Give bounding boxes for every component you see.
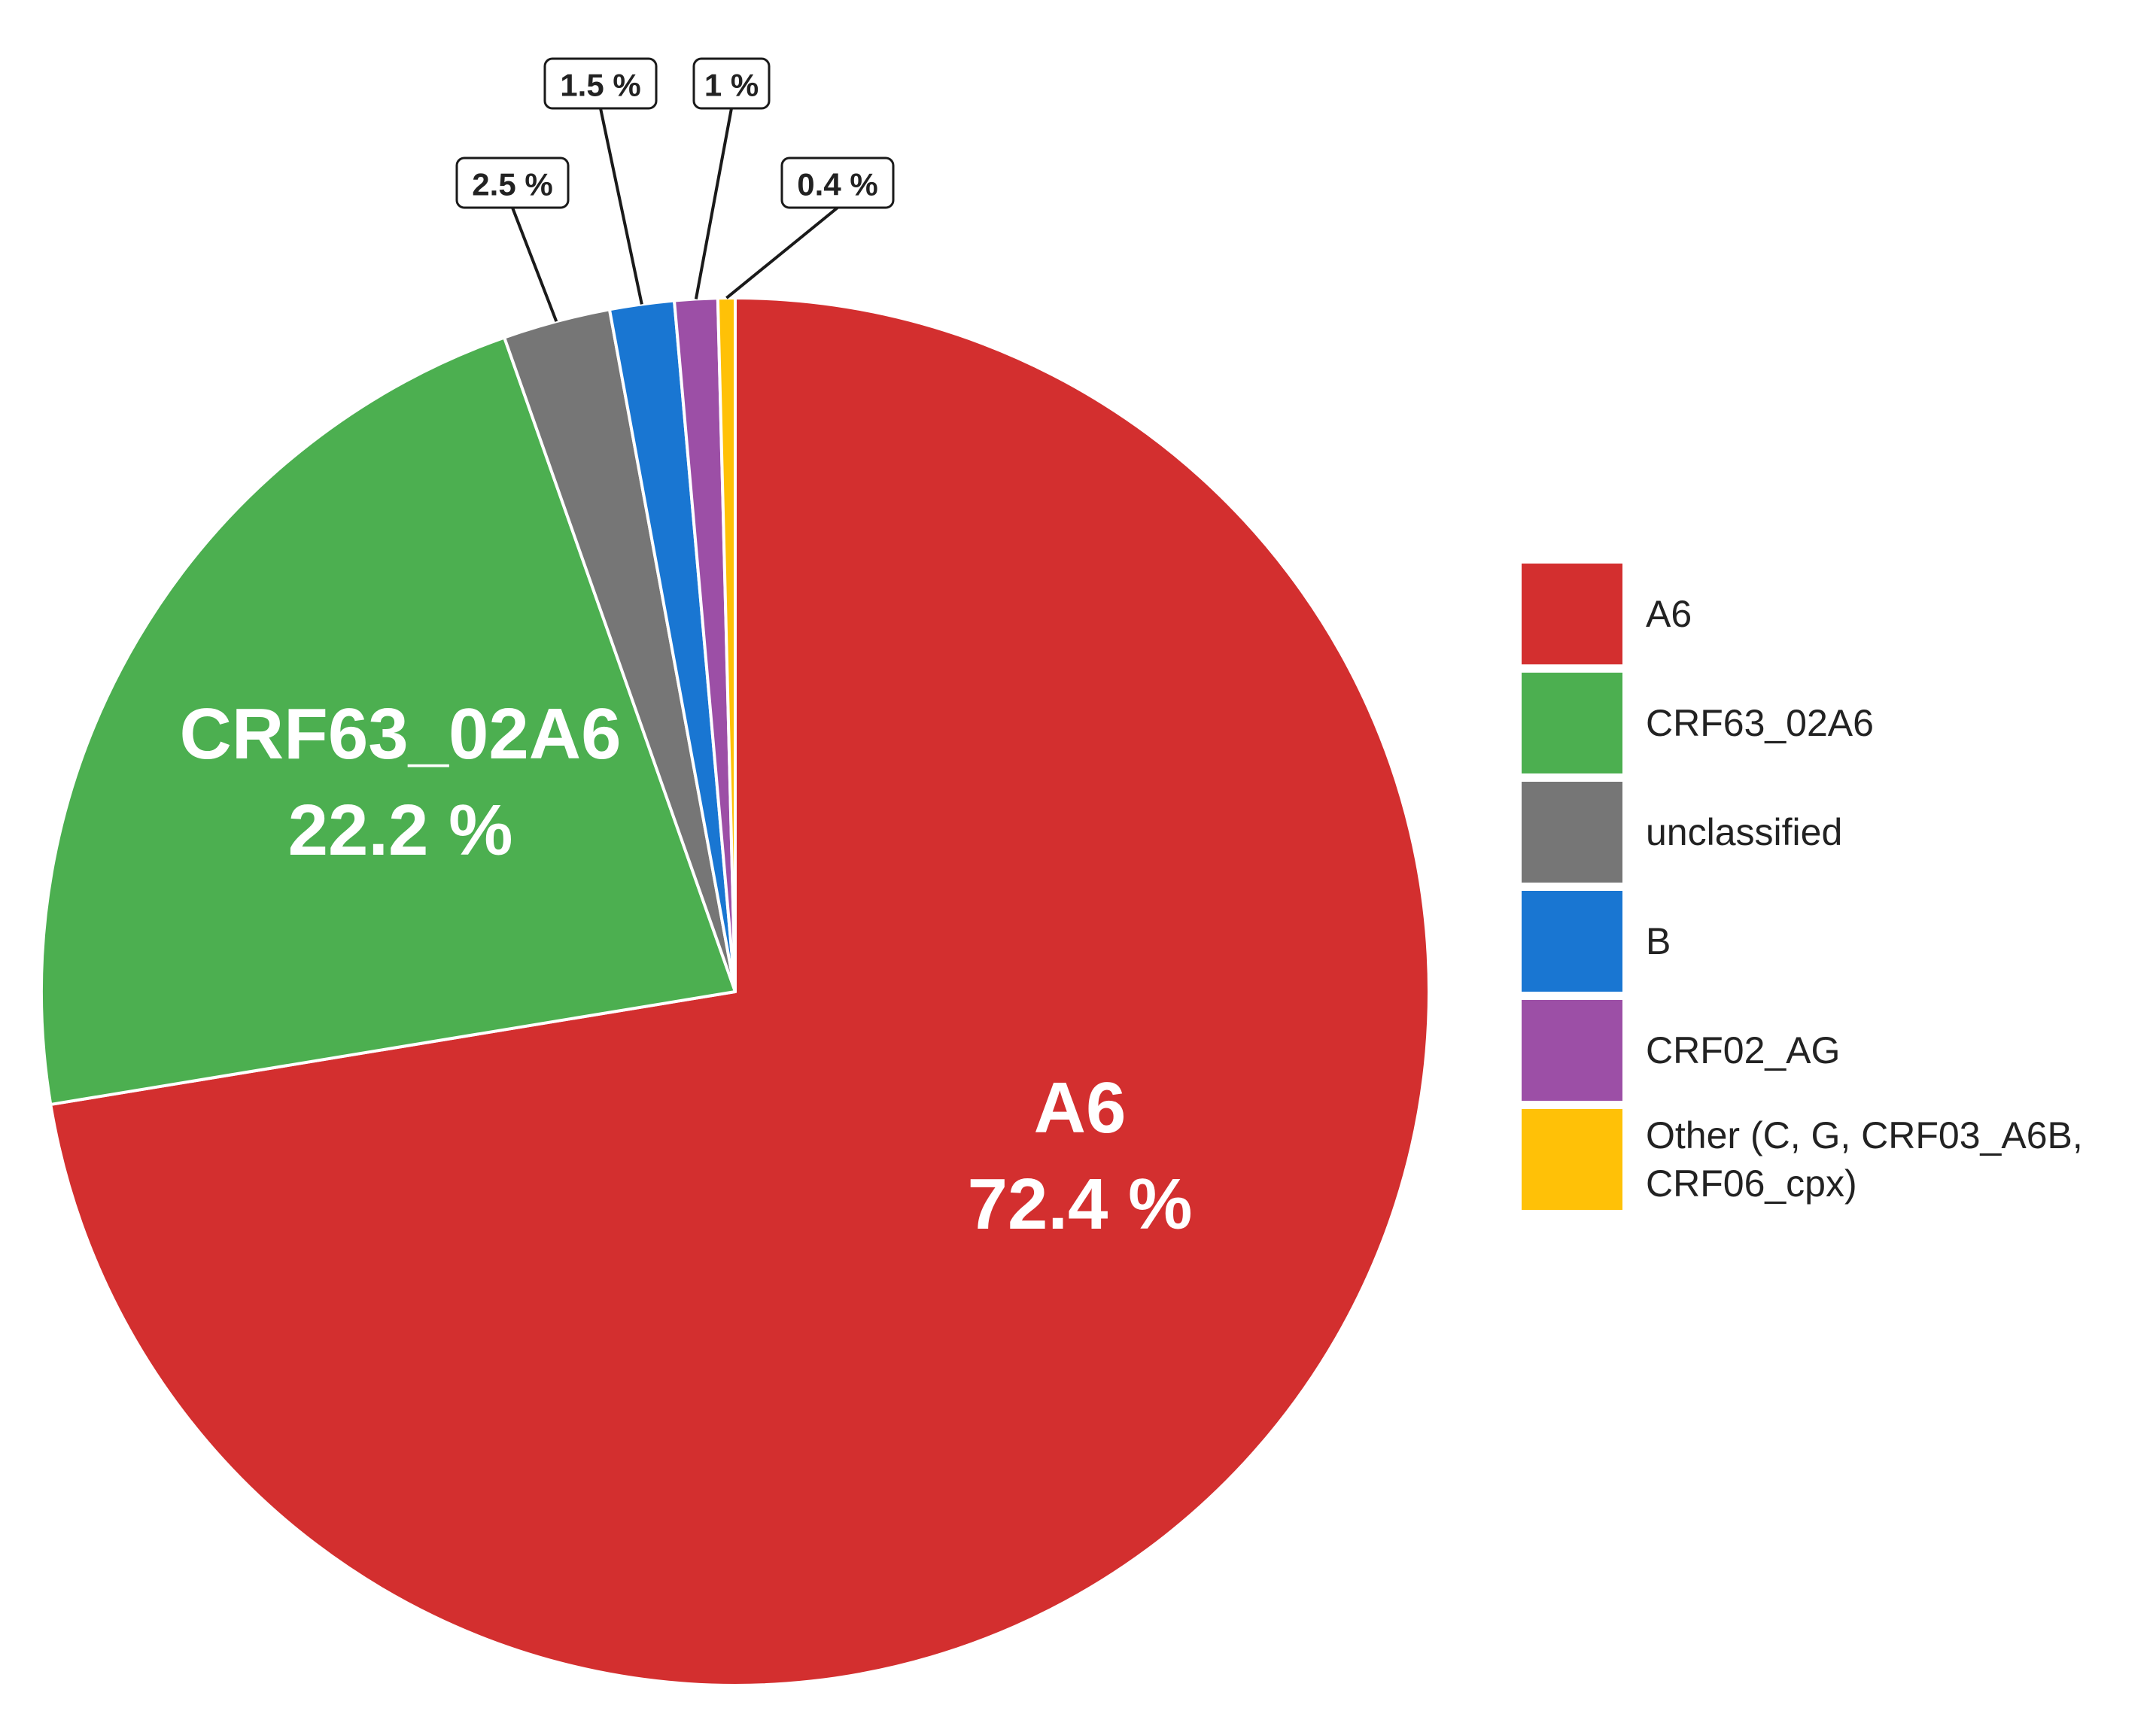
- legend-swatch-b: [1522, 891, 1622, 992]
- legend-label-unclassified: unclassified: [1646, 811, 1842, 853]
- legend-swatch-crf63-02a6: [1522, 673, 1622, 773]
- leader-line-unclassified: [511, 207, 558, 322]
- slice-value-label-b: 1.5 %: [560, 68, 640, 103]
- slice-labels: A6 72.4 % CRF63_02A6 22.2 % 2.5 % 1.5 % 1 % 0.4…: [180, 57, 1193, 1244]
- callout-box-crf02-ag: [692, 57, 771, 110]
- legend: A6 CRF63_02A6 unclassified B CRF02_AG Other (…: [1522, 564, 2083, 1210]
- callout-leader-lines: [511, 108, 839, 322]
- callout-box-unclassified: [455, 157, 570, 209]
- legend-label-line: A6: [1646, 593, 1692, 635]
- slice-name-label-a6: A6: [1034, 1068, 1127, 1148]
- slice-value-label-crf63-02a6: 22.2 %: [288, 790, 513, 871]
- slice-value-label-a6: 72.4 %: [968, 1164, 1193, 1244]
- legend-swatch-unclassified: [1522, 782, 1622, 883]
- legend-label-other-c-g-crf03-a6b-crf06-cpx: Other (C, G, CRF03_A6B, CRF06_cpx): [1646, 1114, 2083, 1205]
- legend-label-line: Other (C, G, CRF03_A6B,: [1646, 1114, 2083, 1156]
- leader-line-crf02-ag: [694, 108, 733, 299]
- legend-label-crf02-ag: CRF02_AG: [1646, 1029, 1840, 1071]
- legend-swatch-crf02-ag: [1522, 1000, 1622, 1101]
- legend-label-line: CRF02_AG: [1646, 1029, 1840, 1071]
- pie-slice-a6: [49, 296, 1431, 1687]
- pie-slices: [40, 296, 1431, 1687]
- slice-value-label-crf02-ag: 1 %: [704, 68, 759, 103]
- legend-swatch-a6: [1522, 564, 1622, 664]
- slice-value-label-unclassified: 2.5 %: [472, 167, 552, 202]
- legend-label-line: CRF06_cpx): [1646, 1162, 1857, 1205]
- legend-swatch-other-c-g-crf03-a6b-crf06-cpx: [1522, 1109, 1622, 1210]
- legend-label-line: unclassified: [1646, 811, 1842, 853]
- legend-label-a6: A6: [1646, 593, 1692, 635]
- leader-line-b: [599, 108, 643, 305]
- callout-box-b: [543, 57, 658, 110]
- legend-label-crf63-02a6: CRF63_02A6: [1646, 702, 1874, 744]
- callout-box-other-c-g-crf03-a6b-crf06-cpx: [780, 157, 895, 209]
- pie-slice-crf63-02a6: [40, 336, 737, 1106]
- legend-label-line: B: [1646, 920, 1671, 962]
- slice-name-label-crf63-02a6: CRF63_02A6: [180, 694, 622, 774]
- slice-value-label-other-c-g-crf03-a6b-crf06-cpx: 0.4 %: [797, 167, 877, 202]
- legend-label-line: CRF63_02A6: [1646, 702, 1874, 744]
- leader-line-other-c-g-crf03-a6b-crf06-cpx: [725, 206, 839, 299]
- legend-label-b: B: [1646, 920, 1671, 962]
